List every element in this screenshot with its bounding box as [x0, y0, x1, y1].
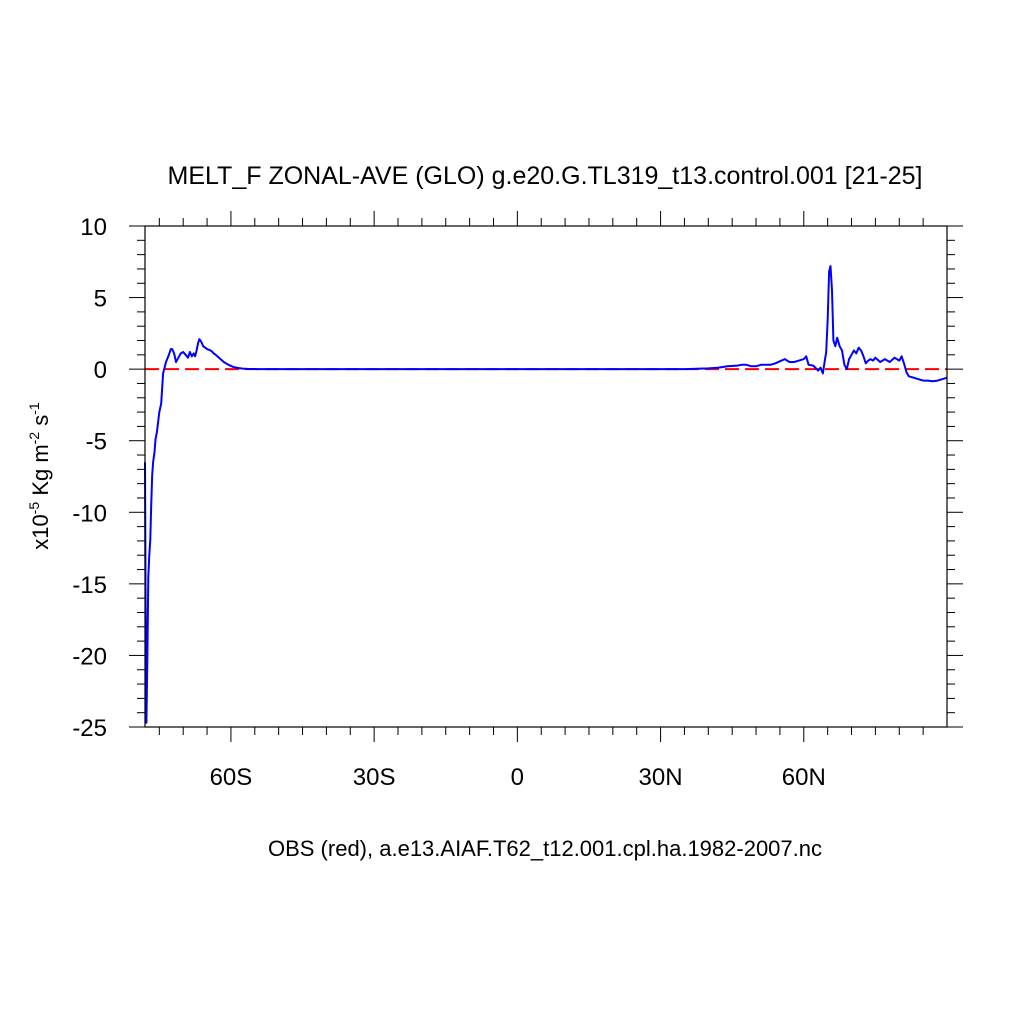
y-tick-label: -15: [72, 572, 107, 599]
y-label-exp1: -5: [26, 502, 42, 515]
y-tick-label: 10: [80, 214, 107, 241]
plot-frame: [144, 225, 948, 728]
y-label-mid2: s: [28, 415, 53, 432]
series-layer: [144, 265, 948, 724]
chart-title: MELT_F ZONAL-AVE (GLO) g.e20.G.TL319_t13…: [168, 162, 923, 190]
svg-text:x10-5 Kg m-2 s-1: x10-5 Kg m-2 s-1: [26, 402, 53, 550]
y-label-prefix: x10: [28, 514, 53, 549]
y-tick-label: 0: [94, 357, 107, 384]
x-tick-label: 30S: [353, 764, 396, 791]
series-model-line: [144, 265, 948, 724]
y-tick-label: -10: [72, 500, 107, 527]
y-label-exp3: -1: [26, 402, 42, 415]
y-axis-label: x10-5 Kg m-2 s-1: [26, 402, 53, 550]
y-tick-label: -5: [86, 429, 107, 456]
x-axis-label: OBS (red), a.e13.AIAF.T62_t12.001.cpl.ha…: [268, 836, 822, 861]
y-tick-label: -20: [72, 643, 107, 670]
x-tick-label: 60S: [210, 764, 253, 791]
y-tick-label: 5: [94, 286, 107, 313]
x-tick-label: 30N: [639, 764, 683, 791]
x-tick-label: 60N: [782, 764, 826, 791]
y-tick-label: -25: [72, 715, 107, 742]
x-tick-label: 0: [511, 764, 524, 791]
axis-ticks: 60S 30S 0 30N 60N 10 5 0 -5 -10 -15 -20 -25: [72, 211, 963, 791]
y-label-exp2: -2: [26, 432, 42, 445]
y-label-mid: Kg m: [28, 444, 53, 501]
